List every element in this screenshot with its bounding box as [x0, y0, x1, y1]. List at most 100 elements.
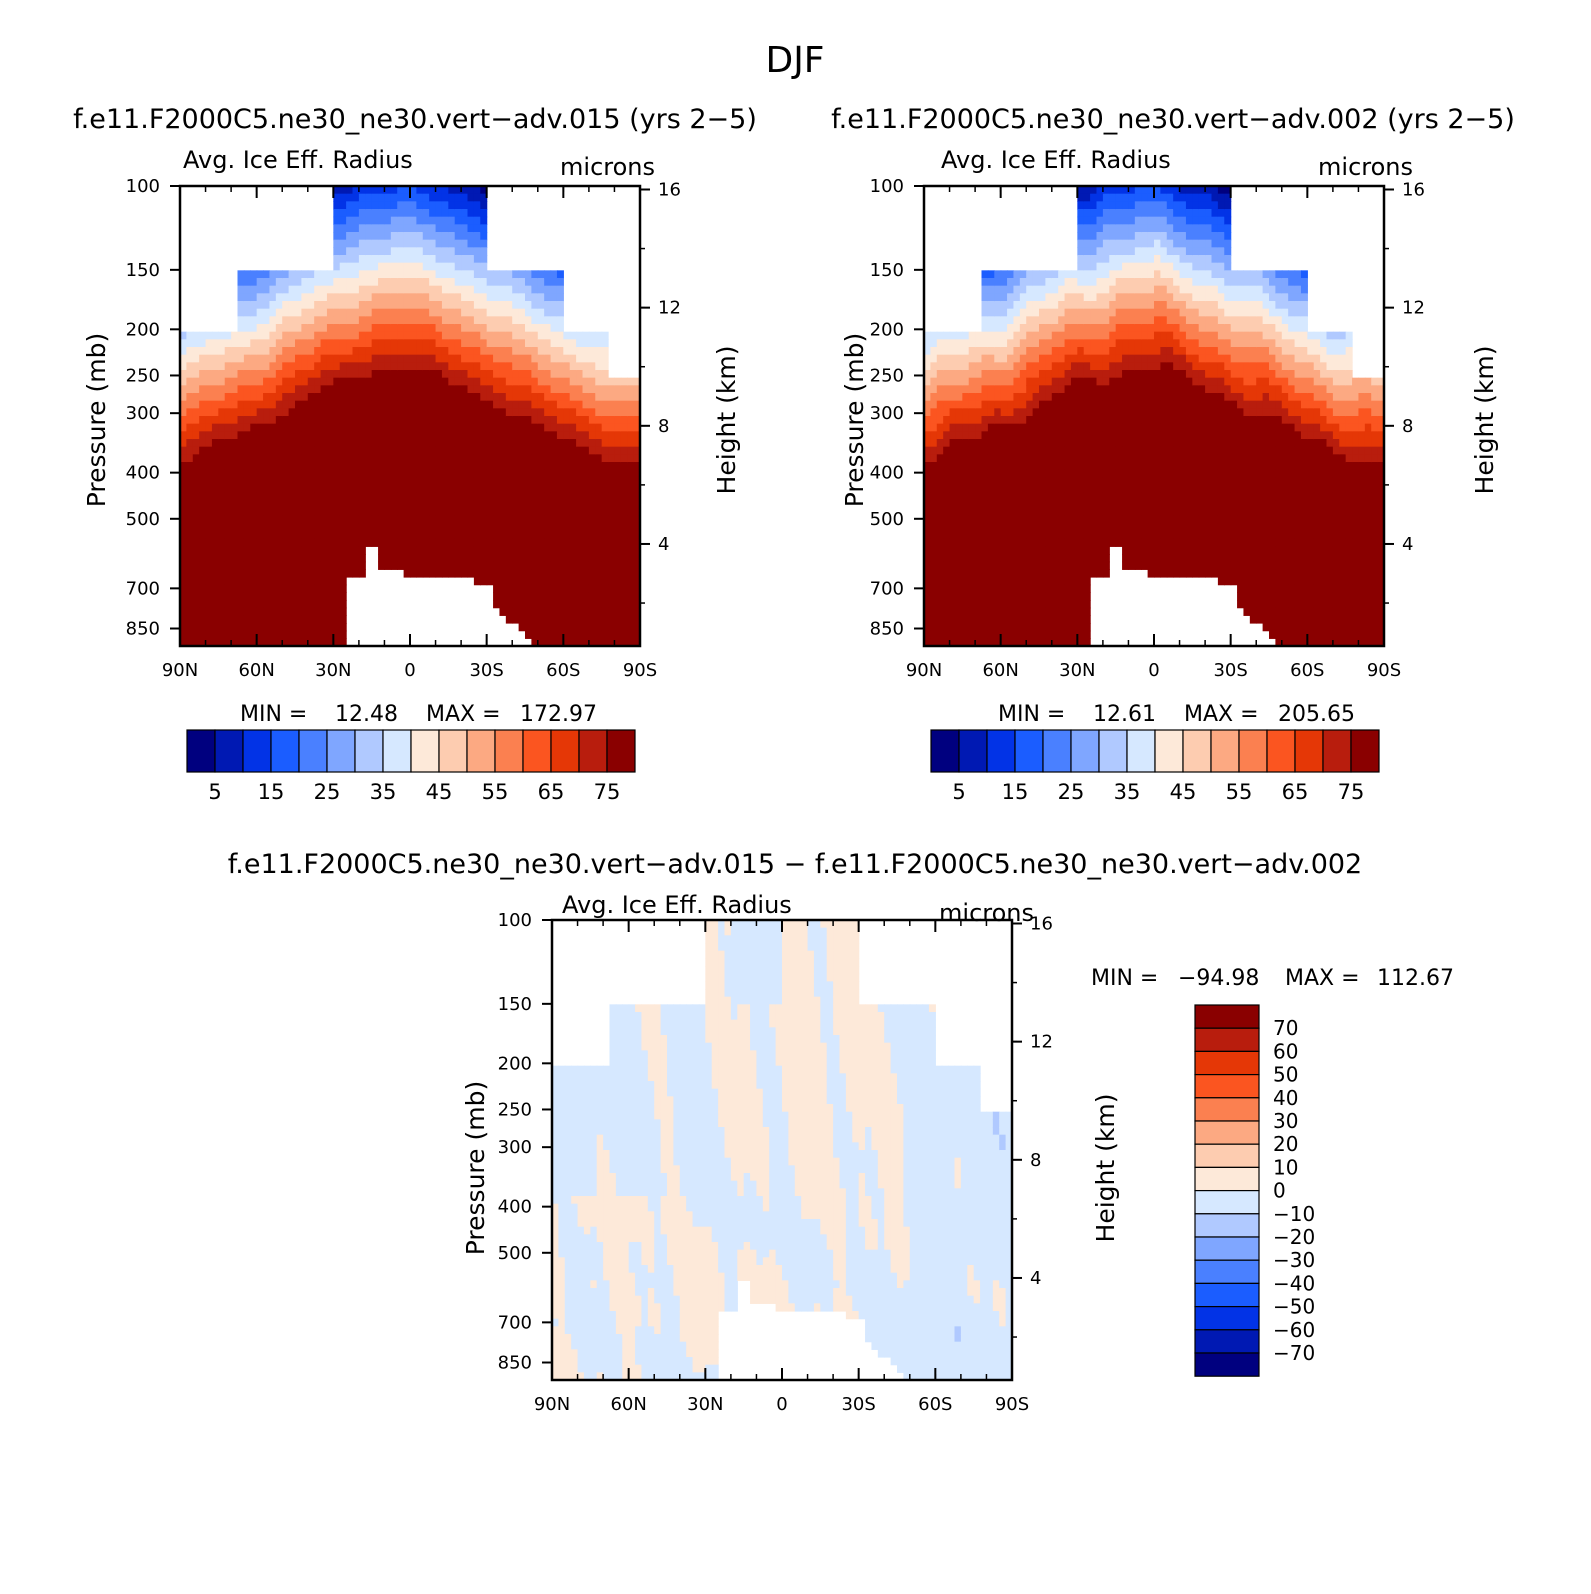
field-cell	[1019, 554, 1027, 563]
field-cell	[326, 630, 334, 639]
field-cell	[320, 408, 328, 417]
field-cell	[499, 454, 507, 463]
field-cell	[531, 385, 539, 394]
field-cell	[263, 354, 271, 363]
field-cell	[1026, 623, 1034, 632]
field-cell	[365, 270, 373, 279]
field-cell	[544, 515, 552, 524]
field-cell	[1090, 324, 1098, 333]
field-cell	[1109, 232, 1117, 241]
field-cell	[1096, 347, 1104, 356]
field-cell	[454, 569, 462, 578]
field-cell	[512, 393, 520, 402]
field-cell	[435, 331, 443, 340]
field-cell	[569, 431, 577, 440]
field-cell	[326, 477, 334, 486]
field-cell	[454, 316, 462, 325]
field-cell	[180, 347, 187, 356]
field-cell	[461, 531, 469, 540]
field-cell	[429, 209, 437, 218]
field-cell	[1051, 630, 1059, 639]
field-cell	[1064, 400, 1072, 409]
field-cell	[537, 546, 545, 555]
field-cell	[582, 577, 590, 586]
field-cell	[614, 623, 622, 632]
field-cell	[1013, 477, 1021, 486]
field-cell	[224, 623, 232, 632]
field-cell	[1045, 485, 1053, 494]
field-cell	[505, 531, 513, 540]
field-cell	[627, 416, 635, 425]
field-cell	[1000, 508, 1008, 517]
field-cell	[930, 538, 938, 547]
field-cell	[429, 186, 437, 195]
field-cell	[1019, 377, 1027, 386]
field-cell	[346, 446, 354, 455]
field-cell	[243, 454, 251, 463]
field-cell	[454, 423, 462, 432]
field-cell	[454, 324, 462, 333]
field-cell	[563, 531, 571, 540]
field-cell	[1109, 247, 1117, 256]
field-cell	[384, 362, 392, 371]
field-cell	[435, 186, 443, 195]
field-cell	[1026, 477, 1034, 486]
field-cell	[250, 477, 258, 486]
field-cell	[544, 278, 552, 287]
field-cell	[544, 638, 552, 647]
field-cell	[595, 623, 603, 632]
field-cell	[288, 324, 296, 333]
field-cell	[968, 446, 976, 455]
field-cell	[192, 339, 200, 348]
field-cell	[473, 293, 481, 302]
field-cell	[531, 531, 539, 540]
field-cell	[461, 316, 469, 325]
field-cell	[237, 339, 245, 348]
field-cell	[403, 400, 411, 409]
field-cell	[365, 538, 373, 547]
field-cell	[544, 492, 552, 501]
field-cell	[1026, 416, 1034, 425]
field-cell	[205, 477, 213, 486]
field-cell	[1013, 377, 1021, 386]
field-cell	[378, 331, 386, 340]
field-cell	[480, 324, 488, 333]
field-cell	[1051, 385, 1059, 394]
field-cell	[410, 385, 417, 394]
field-cell	[339, 607, 347, 616]
field-cell	[180, 454, 187, 463]
field-cell	[231, 508, 239, 517]
field-cell	[339, 561, 347, 570]
field-cell	[544, 331, 552, 340]
field-cell	[467, 324, 475, 333]
field-cell	[531, 584, 539, 593]
field-cell	[467, 569, 475, 578]
field-cell	[936, 423, 944, 432]
field-cell	[429, 569, 437, 578]
field-cell	[1013, 600, 1021, 609]
field-cell	[563, 446, 571, 455]
field-cell	[627, 462, 635, 471]
field-cell	[480, 416, 488, 425]
field-cell	[1051, 569, 1059, 578]
field-cell	[550, 324, 558, 333]
field-cell	[231, 515, 239, 524]
field-cell	[994, 400, 1002, 409]
field-cell	[269, 546, 277, 555]
field-cell	[1032, 485, 1040, 494]
field-cell	[1115, 500, 1123, 509]
field-cell	[256, 324, 264, 333]
field-cell	[987, 370, 995, 379]
field-cell	[211, 469, 219, 478]
field-cell	[186, 492, 194, 501]
field-cell	[1000, 285, 1008, 294]
field-cell	[499, 293, 507, 302]
field-cell	[1019, 462, 1027, 471]
field-cell	[1058, 370, 1066, 379]
field-cell	[505, 408, 513, 417]
field-cell	[1102, 477, 1110, 486]
field-cell	[1039, 607, 1046, 616]
field-cell	[924, 546, 931, 555]
field-cell	[301, 301, 309, 310]
field-cell	[199, 630, 207, 639]
